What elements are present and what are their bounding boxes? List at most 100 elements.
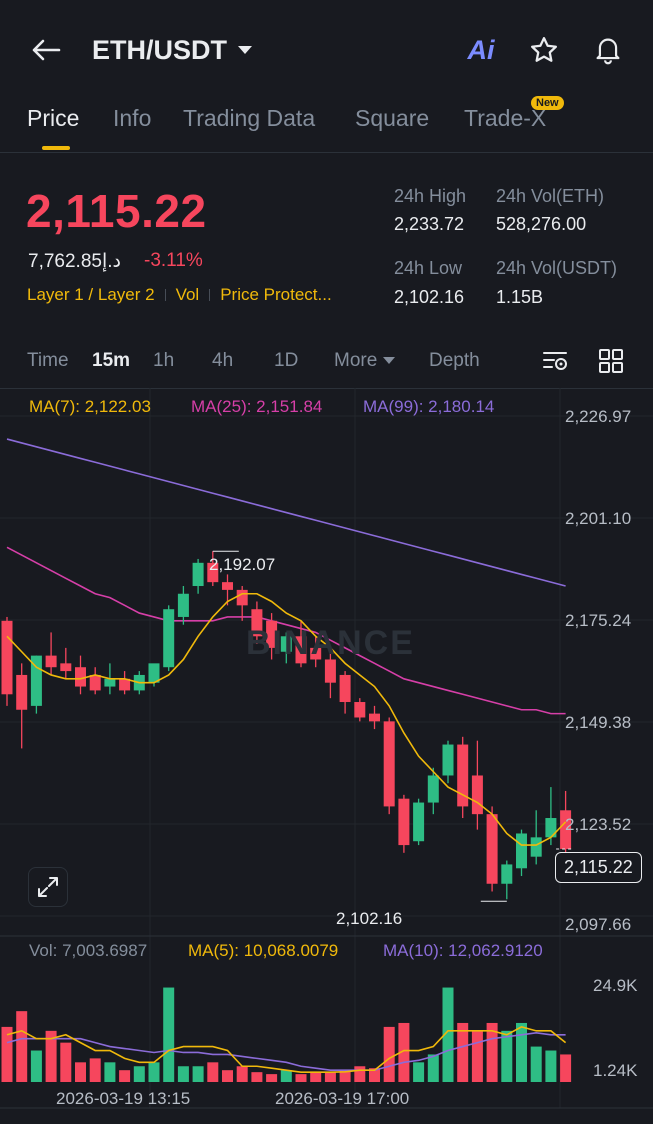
volume-bar [501,1030,513,1082]
indicator-settings-button[interactable] [540,346,572,376]
volume-bar [16,1011,28,1082]
vol-ma10-line [6,1031,566,1071]
candle [324,659,336,683]
volume-bar [192,1066,204,1082]
candle [560,810,572,849]
tag-vol[interactable]: Vol [175,285,200,304]
tag-separator [209,289,211,301]
vol-axis-label: 24.9K [593,976,638,995]
volume-bar [442,987,454,1082]
price-axis-label: 2,175.24 [565,611,632,630]
vol-axis-label: 1.24K [593,1061,638,1080]
volume-bar [280,1070,292,1082]
low-label: 24h Low [394,258,463,278]
tab-active-indicator [42,146,70,150]
tab-price[interactable]: Price [27,105,80,131]
tf-more-label: More [334,350,378,371]
volume-bar [339,1070,351,1082]
volume-bar [398,1022,410,1082]
volume-bar [222,1070,233,1082]
volume-bar [545,1050,557,1082]
price-chart[interactable] [0,388,653,1124]
candle [442,744,454,776]
pair-selector[interactable]: ETH/USDT [92,32,253,68]
vol-ma5-line [6,1026,567,1073]
volume-bar [471,1030,483,1082]
time-axis-label: 2026-03-19 13:15 [56,1089,191,1108]
high-value: 2,233.72 [394,214,465,234]
volume-bar [516,1022,527,1082]
tag-layer[interactable]: Layer 1 / Layer 2 [27,285,155,304]
tab-info[interactable]: Info [113,105,152,131]
candle [457,744,469,807]
tab-square[interactable]: Square [355,105,430,131]
new-badge: New [531,96,564,110]
ai-icon: Ai [467,34,495,65]
toolbar-divider [0,388,653,389]
tabs-divider [0,152,653,153]
volume-bar [486,1022,498,1082]
candle [30,655,42,706]
tag-price-protect[interactable]: Price Protect... [220,285,332,304]
candle [369,713,380,722]
tab-trading-data[interactable]: Trading Data [183,105,316,131]
volume-bar [251,1072,263,1082]
tf-15m[interactable]: 15m [92,350,131,371]
ma25-line [6,546,566,715]
chevron-down-icon [383,357,396,364]
price-axis-label: 2,097.66 [565,915,632,934]
candle [222,582,233,590]
vol-ma5-legend: MA(5): 10,068.0079 [188,941,339,960]
candle [266,620,278,648]
vol-eth-label: 24h Vol(ETH) [496,186,605,206]
tab-trade-x[interactable]: Trade-X [464,105,547,131]
price-axis-label: 2,201.10 [565,509,632,528]
tf-more[interactable]: More [334,350,396,372]
dropdown-caret-icon [238,46,252,54]
volume-bar [30,1050,42,1082]
candle [545,818,557,838]
vol-legend: Vol: 7,003.6987 [29,941,148,960]
volume-bar [133,1066,145,1082]
tf-4h[interactable]: 4h [212,350,234,371]
last-price-tag: 2,115.22 [555,852,642,883]
back-button[interactable] [26,32,66,68]
candle [45,655,57,668]
ai-button[interactable]: Ai [462,32,500,68]
ma99-line [6,438,566,587]
favorite-button[interactable] [526,32,562,68]
alert-button[interactable] [590,32,626,68]
volume-bar [560,1054,572,1082]
watermark: BINANCE [246,624,415,662]
volume-bar [457,1022,469,1082]
tf-1d[interactable]: 1D [274,350,299,371]
pair-title: ETH/USDT [92,34,227,65]
volume-bar [383,1026,395,1082]
fiat-value: 7,762.85د.إ [28,251,121,272]
candle [163,609,175,668]
tf-time[interactable]: Time [27,350,69,371]
candle [148,663,160,683]
price-axis-label: 2,226.97 [565,407,632,426]
candle [177,593,189,617]
tf-depth[interactable]: Depth [429,350,480,371]
expand-icon [38,877,58,897]
volume-bar [89,1058,101,1082]
ma7-line [6,592,567,846]
bell-icon [596,38,620,65]
tag-row: Layer 1 / Layer 2 Vol Price Protect... [27,285,332,305]
tf-1h[interactable]: 1h [153,350,175,371]
volume-bar [310,1072,322,1082]
volume-bar [236,1066,248,1082]
last-price: 2,115.22 [26,185,207,237]
ma7-legend: MA(7): 2,122.03 [29,397,151,416]
candle [60,663,72,672]
candle [280,636,292,652]
candle [236,589,248,606]
back-arrow-icon [32,39,61,61]
candle [339,674,351,703]
layout-grid-button[interactable] [596,346,626,376]
star-icon [531,37,557,62]
candle [119,678,131,691]
fullscreen-button[interactable] [28,867,68,907]
